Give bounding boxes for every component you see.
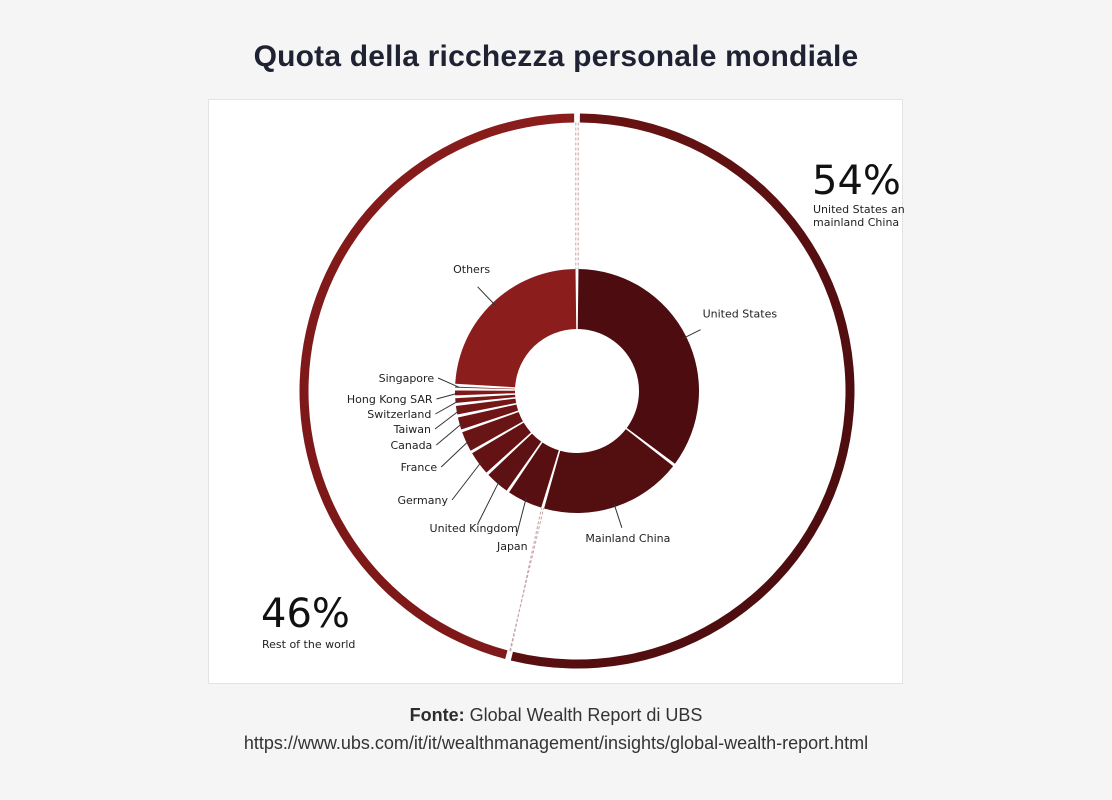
source-line: Fonte: Global Wealth Report di UBS [0,705,1112,726]
slice-germany [472,422,531,473]
leader-line [436,392,460,400]
leader-line [613,502,623,528]
slice-label: Others [453,263,490,276]
slice-switzerland [455,394,516,404]
source-url: https://www.ubs.com/it/it/wealthmanageme… [243,733,869,753]
source-label: Fonte: [409,705,465,725]
leader-line [435,422,464,446]
outer-percent-label: 46% [261,591,350,637]
slice-hong-kong-sar [455,390,516,396]
slice-singapore [455,386,516,390]
outer-percent-label: 54% [812,158,901,204]
slice-others [455,269,577,388]
slice-label: Germany [397,494,448,507]
connector-line [509,507,545,651]
leader-line [515,497,527,537]
slice-label: United Kingdom [430,522,518,535]
slice-united-kingdom [488,433,542,491]
leader-line [434,409,461,430]
outer-ring-segment [299,113,575,660]
slice-france [462,411,523,451]
chart-title: Quota della ricchezza personale mondiale [253,40,859,73]
outer-segment-label: Rest of the world [262,638,355,651]
slice-label: Japan [496,540,528,553]
leader-line [451,460,483,501]
chart-panel: United States Mainland China Japan United K… [208,99,904,684]
slice-united-states [577,269,699,464]
leader-line [682,329,701,340]
slice-label: Mainland China [585,532,670,545]
source-text: Global Wealth Report di UBS [469,705,703,725]
slice-label: United States [703,308,778,321]
connector-line [510,507,542,652]
outer-segment-label: mainland China [813,216,899,229]
slice-taiwan [455,398,517,415]
slice-mainland-china [544,429,674,513]
leader-line [435,399,460,415]
slice-label: Taiwan [393,423,431,436]
leader-line [477,479,501,525]
leader-line [437,377,460,388]
slice-japan [509,442,559,508]
leader-line [440,439,471,468]
slice-label: Singapore [379,372,435,385]
slice-label: France [401,461,438,474]
outer-segment-label: United States and [813,203,904,216]
donut-chart: United States Mainland China Japan United K… [261,113,904,669]
slice-canada [457,404,519,430]
leader-line [477,286,496,306]
slice-label: Canada [390,439,432,452]
slice-label: Switzerland [367,408,431,421]
slice-label: Hong Kong SAR [347,393,433,406]
